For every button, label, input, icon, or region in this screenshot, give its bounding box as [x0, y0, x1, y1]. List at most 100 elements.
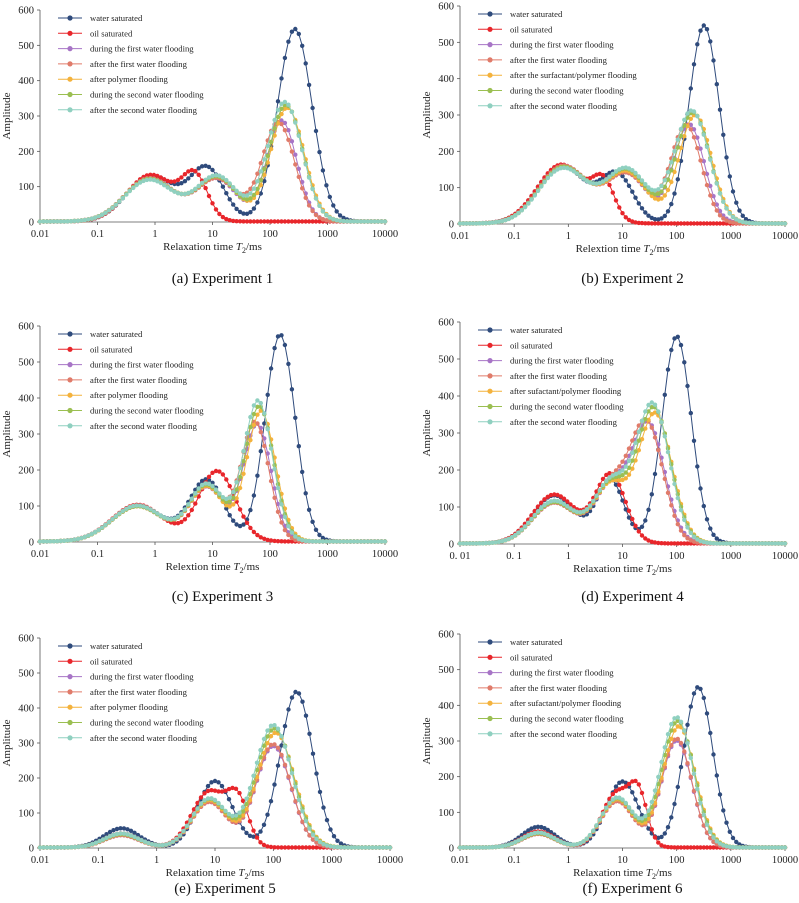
- y-axis-label: Amplitude: [1, 92, 13, 139]
- data-point: [721, 216, 726, 221]
- data-point: [241, 522, 246, 527]
- data-point: [289, 845, 295, 850]
- data-point: [591, 828, 596, 833]
- data-point: [652, 540, 658, 545]
- y-tick-label: 100: [438, 183, 454, 194]
- series-line: [460, 740, 785, 848]
- x-tick-label: 0.1: [508, 855, 521, 866]
- data-point: [714, 541, 719, 546]
- data-point: [698, 486, 703, 491]
- data-point: [272, 782, 277, 787]
- x-tick-label: 0. 1: [506, 551, 522, 562]
- data-point: [342, 845, 347, 850]
- data-point: [104, 835, 109, 840]
- data-point: [682, 123, 687, 128]
- data-point: [234, 206, 239, 212]
- data-point: [691, 62, 697, 67]
- data-point: [338, 845, 344, 850]
- data-point: [131, 185, 136, 191]
- data-point: [649, 400, 654, 405]
- data-point: [184, 823, 190, 828]
- data-point: [230, 813, 235, 819]
- data-point: [678, 133, 684, 139]
- data-point: [652, 217, 658, 222]
- data-point: [128, 833, 134, 838]
- data-point: [44, 845, 50, 850]
- data-point: [685, 221, 690, 226]
- data-point: [314, 771, 319, 776]
- data-point: [117, 199, 122, 204]
- data-point: [237, 219, 243, 224]
- data-point: [721, 541, 726, 546]
- data-point: [328, 827, 333, 832]
- data-point: [678, 845, 684, 850]
- data-point: [766, 541, 771, 546]
- data-point: [320, 209, 326, 214]
- data-point: [272, 538, 277, 544]
- y-tick-label: 600: [18, 634, 34, 645]
- data-point: [682, 845, 687, 850]
- data-point: [522, 834, 528, 839]
- y-tick-label: 300: [438, 429, 454, 440]
- data-point: [355, 219, 360, 224]
- data-point: [675, 145, 680, 150]
- data-point: [675, 541, 680, 546]
- data-point: [289, 786, 295, 792]
- data-point: [244, 520, 250, 525]
- data-point: [555, 837, 560, 843]
- data-point: [698, 158, 703, 163]
- legend-label: after the second water flooding: [90, 105, 198, 115]
- legend-swatch-marker: [487, 342, 493, 348]
- data-point: [268, 742, 274, 748]
- legend-label: during the first water flooding: [90, 672, 194, 682]
- data-point: [769, 221, 775, 226]
- data-point: [328, 844, 333, 849]
- data-point: [148, 507, 153, 512]
- data-point: [289, 219, 295, 224]
- data-point: [231, 518, 236, 523]
- data-point: [630, 438, 635, 443]
- data-point: [168, 179, 174, 184]
- series-after-the-first-water-flooding: [37, 742, 393, 850]
- data-point: [620, 779, 625, 784]
- data-point: [779, 541, 784, 546]
- series-oil-saturated: [457, 778, 788, 850]
- data-point: [480, 221, 485, 226]
- y-tick-label: 100: [438, 503, 454, 514]
- data-point: [177, 833, 183, 838]
- data-point: [220, 472, 226, 477]
- legend-label: after polymer flooding: [90, 702, 169, 712]
- data-point: [626, 508, 632, 513]
- data-point: [704, 144, 710, 150]
- data-point: [324, 843, 330, 848]
- data-point: [695, 114, 700, 119]
- data-point: [630, 458, 635, 463]
- data-point: [170, 839, 176, 844]
- data-point: [708, 157, 713, 162]
- data-point: [665, 221, 671, 226]
- data-point: [698, 686, 703, 692]
- y-tick-label: 100: [438, 808, 454, 819]
- data-point: [148, 172, 153, 177]
- legend-swatch-marker: [487, 685, 493, 691]
- data-point: [620, 473, 625, 478]
- data-point: [708, 845, 713, 850]
- data-point: [704, 845, 710, 850]
- data-point: [103, 210, 108, 215]
- data-point: [55, 219, 60, 224]
- data-point: [282, 342, 288, 348]
- data-point: [714, 82, 719, 87]
- data-point: [321, 842, 326, 847]
- data-point: [262, 436, 267, 441]
- series-during-the-first-water-flooding: [457, 738, 788, 850]
- legend-swatch-marker: [487, 700, 493, 706]
- data-point: [513, 532, 518, 538]
- data-point: [636, 815, 641, 821]
- data-point: [756, 845, 762, 850]
- legend-swatch-marker: [67, 30, 73, 36]
- data-point: [594, 181, 599, 186]
- data-point: [227, 197, 232, 202]
- data-point: [351, 539, 357, 544]
- data-point: [110, 516, 115, 522]
- data-point: [317, 203, 322, 208]
